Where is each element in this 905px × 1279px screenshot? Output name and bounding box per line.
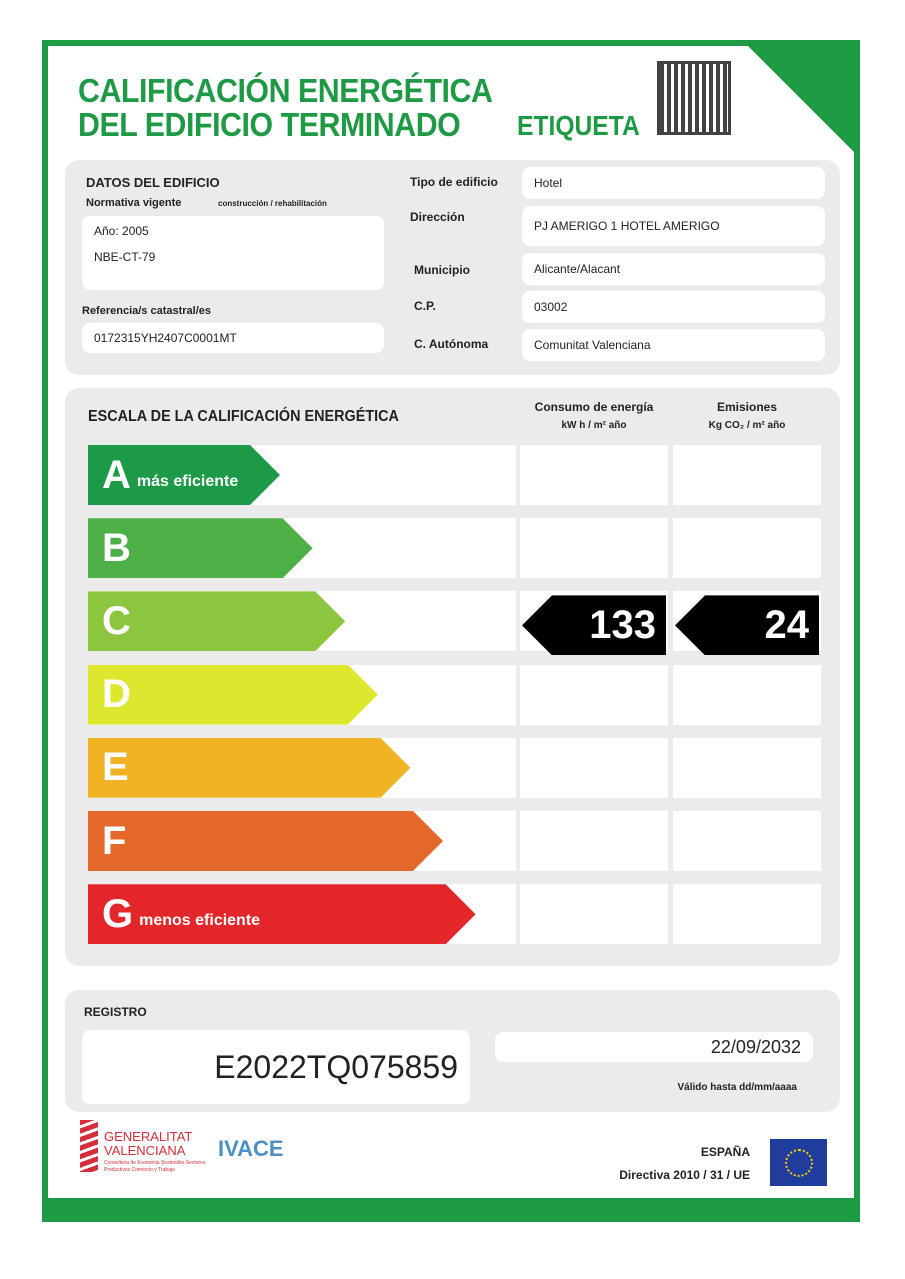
gv-sub: Conselleria de Economia Sostenible Secto… — [104, 1160, 206, 1173]
class-letter: B — [102, 525, 131, 570]
registro-heading: REGISTRO — [84, 1005, 147, 1019]
bottom-bar — [42, 1198, 860, 1222]
emisiones-cell — [673, 664, 821, 725]
espana-label: ESPAÑA — [700, 1145, 750, 1159]
autonoma-label: C. Autónoma — [414, 337, 489, 351]
gv-logo: GENERALITAT VALENCIANA Conselleria de Econ… — [104, 1130, 214, 1174]
eu-flag-icon — [770, 1139, 827, 1186]
title-etiqueta: ETIQUETA — [517, 110, 640, 141]
gv-coat-of-arms-icon — [80, 1120, 98, 1172]
consumo-cell — [520, 518, 668, 579]
normativa-sub: construcción / rehabilitación — [218, 199, 327, 208]
norma-value: NBE-CT-79 — [94, 250, 156, 264]
autonoma-field: Comunitat Valenciana — [522, 329, 825, 361]
consumo-cell — [520, 884, 668, 945]
consumo-cell — [520, 664, 668, 725]
class-arrow-e: E — [88, 738, 410, 798]
anio-value: Año: 2005 — [94, 224, 149, 238]
direccion-field: PJ AMERIGO 1 HOTEL AMERIGO — [522, 206, 825, 246]
emisiones-cell — [673, 737, 821, 798]
class-text: menos eficiente — [139, 912, 261, 930]
escala-heading: ESCALA DE LA CALIFICACIÓN ENERGÉTICA — [88, 408, 399, 425]
gv-line2: VALENCIANA — [104, 1143, 186, 1158]
consumo-cell — [520, 737, 668, 798]
emisiones-cell — [673, 445, 821, 505]
directiva-label: Directiva 2010 / 31 / UE — [619, 1168, 750, 1182]
class-arrow-b: B — [88, 518, 313, 578]
tipo-field: Hotel — [522, 167, 825, 199]
cp-field: 03002 — [522, 291, 825, 323]
class-letter: D — [102, 672, 131, 717]
emisiones-unit: Kg CO₂ / m² año — [708, 420, 786, 431]
municipio-label: Municipio — [414, 263, 470, 277]
emisiones-cell — [673, 884, 821, 945]
valid-date: 22/09/2032 — [495, 1032, 813, 1062]
class-letter: E — [102, 745, 129, 790]
consumo-cell — [520, 811, 668, 871]
registro-number: E2022TQ075859 — [82, 1030, 470, 1104]
emisiones-rating-arrow: 24 — [675, 595, 819, 656]
title-line2: DEL EDIFICIO TERMINADO — [78, 106, 461, 143]
valid-label: Válido hasta dd/mm/aaaa — [677, 1082, 798, 1093]
title-line1: CALIFICACIÓN ENERGÉTICA — [78, 72, 493, 109]
normativa-label: Normativa vigente — [86, 197, 182, 209]
direccion-label: Dirección — [410, 210, 465, 224]
consumo-header: Consumo de energía — [534, 400, 654, 414]
class-letter: G — [102, 891, 134, 936]
ref-field: 0172315YH2407C0001MT — [82, 323, 384, 353]
emisiones-header: Emisiones — [716, 400, 778, 414]
cp-label: C.P. — [414, 299, 436, 313]
ref-label: Referencia/s catastral/es — [82, 305, 212, 317]
class-letter: C — [102, 598, 131, 643]
gv-line1: GENERALITAT — [104, 1129, 193, 1144]
municipio-field: Alicante/Alacant — [522, 253, 825, 285]
class-arrow-f: F — [88, 811, 443, 871]
corner-triangle — [742, 40, 860, 158]
class-letter: A — [102, 452, 131, 497]
tipo-label: Tipo de edificio — [410, 175, 498, 189]
emisiones-cell — [673, 518, 821, 579]
ivace-logo: IVACE — [218, 1136, 284, 1161]
datos-heading: DATOS DEL EDIFICIO — [86, 175, 220, 190]
class-letter: F — [102, 818, 127, 863]
consumo-unit: kW h / m² año — [561, 420, 627, 431]
emisiones-cell — [673, 811, 821, 871]
qr-code-icon — [657, 61, 731, 135]
class-arrow-d: D — [88, 665, 378, 725]
class-arrow-c: C — [88, 591, 345, 651]
normativa-field: Año: 2005 NBE-CT-79 — [82, 216, 384, 290]
class-text: más eficiente — [136, 473, 239, 490]
consumo-cell — [520, 445, 668, 505]
consumo-rating-arrow: 133 — [522, 595, 666, 656]
